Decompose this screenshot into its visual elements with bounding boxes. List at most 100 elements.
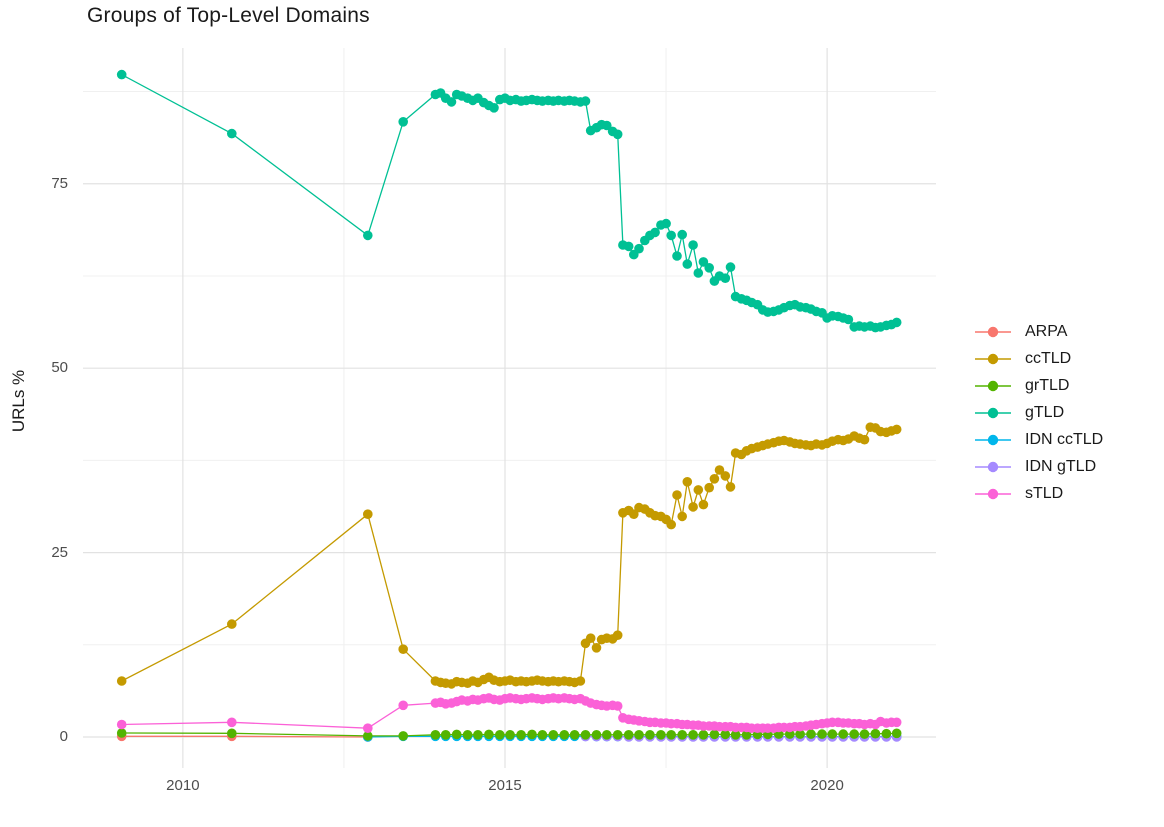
data-point [693,268,704,278]
x-tick-label: 2015 [488,777,522,794]
data-point [495,730,505,740]
legend-item-arpa: ARPA [974,318,1103,345]
legend-label: IDN gTLD [1025,457,1097,475]
legend-key-icon [975,488,1011,499]
data-point [698,499,709,510]
data-point [709,474,720,484]
data-point [398,700,409,711]
legend-item-idn-gtld: IDN gTLD [974,453,1103,480]
legend-item-stld: sTLD [974,480,1103,507]
data-point [398,731,409,741]
data-point [430,730,441,740]
data-point [704,482,714,493]
data-point [629,509,639,519]
data-point [656,730,666,740]
legend-item-cctld: ccTLD [974,345,1103,372]
data-point [623,730,634,740]
legend-key-icon [975,326,1011,337]
data-point [591,730,602,740]
data-point [398,644,409,654]
data-point [227,717,237,728]
legend-key-icon [975,461,1011,472]
data-point [859,434,870,445]
data-point [484,729,494,740]
data-point [709,729,720,740]
legend-item-idn-cctld: IDN ccTLD [974,426,1103,453]
chart-title: Groups of Top-Level Domains [87,4,370,27]
data-point [698,257,709,267]
data-point [440,730,451,740]
legend-label: ARPA [1025,322,1068,340]
data-point [585,633,596,643]
data-point [714,465,725,475]
data-point [612,730,623,740]
data-point [462,730,473,740]
data-point [661,218,671,229]
x-tick-label: 2020 [810,777,844,794]
data-point [672,251,682,261]
data-point [363,731,373,741]
data-point [688,502,698,512]
data-point [634,730,644,740]
data-point [612,701,623,711]
data-point [645,730,655,740]
data-point [602,730,612,740]
data-point [227,619,237,629]
series-cctld [116,422,902,689]
data-point [720,471,731,481]
data-point [682,259,693,269]
data-point [537,730,548,740]
data-point [891,317,902,328]
data-point [698,730,709,740]
data-point [730,730,741,740]
y-axis-title: URLs % [9,370,28,432]
data-point [827,729,838,739]
data-point [398,117,409,127]
data-point [591,643,602,653]
y-tick-label: 75 [51,174,68,192]
data-point [881,728,892,739]
data-point [446,97,457,107]
data-point [516,730,526,740]
data-point [116,728,127,738]
data-point [741,730,752,740]
data-point [505,730,515,740]
legend-key-icon [975,434,1011,445]
data-point [116,719,127,730]
data-point [548,730,559,740]
data-point [116,676,127,686]
data-point [838,729,848,739]
data-point [575,676,586,686]
series-line [121,735,368,738]
legend-label: grTLD [1025,376,1070,394]
data-point [473,730,483,740]
data-point [859,729,870,739]
legend-item-grtld: grTLD [974,372,1103,399]
data-point [623,241,634,252]
data-point [704,263,714,273]
legend: ARPA ccTLD grTLD gTLD IDN ccTLD IDN gTLD sTLD [974,318,1103,507]
series-grtld [116,728,902,741]
data-point [227,128,237,139]
data-point [227,728,237,739]
data-point [677,730,687,740]
gridlines [83,48,936,768]
data-point [693,485,704,495]
data-point [891,728,902,739]
data-series-layer [116,69,902,742]
data-point [720,273,731,284]
data-point [891,424,902,435]
data-point [363,230,373,241]
series-line [121,74,897,329]
legend-key-icon [975,353,1011,364]
series-gtld [116,69,902,333]
series-stld [116,693,902,733]
data-point [650,227,660,238]
data-point [527,729,537,740]
data-point [451,729,462,740]
data-point [682,477,693,487]
data-point [725,482,736,492]
y-tick-label: 50 [51,359,68,377]
legend-label: sTLD [1025,484,1064,502]
